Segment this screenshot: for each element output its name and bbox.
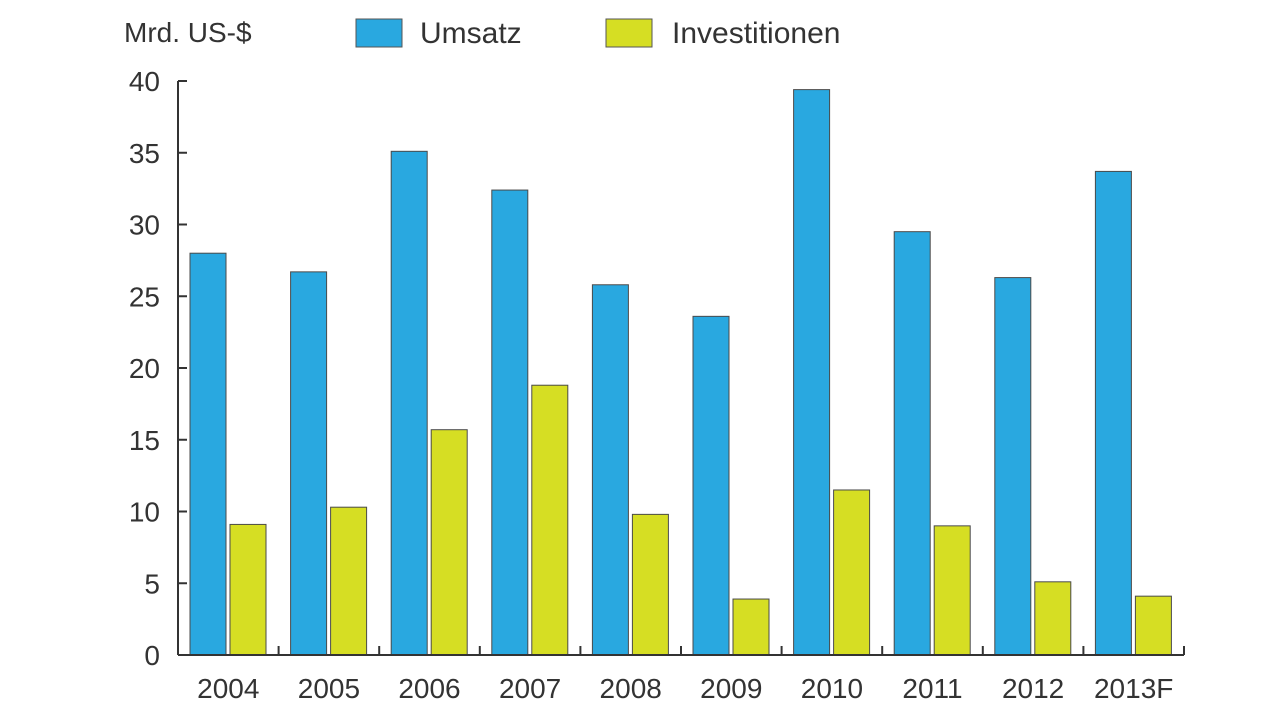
x-tick-label: 2009 (700, 673, 762, 704)
x-tick-label: 2005 (298, 673, 360, 704)
x-tick-label: 2013F (1094, 673, 1173, 704)
legend-label-umsatz: Umsatz (420, 17, 522, 50)
y-tick-label: 0 (144, 640, 160, 671)
y-tick-label: 5 (144, 568, 160, 599)
bar-investitionen-2007 (531, 384, 569, 656)
y-tick-label: 25 (129, 281, 160, 312)
y-tick-label: 30 (129, 210, 160, 241)
x-tick-label: 2007 (499, 673, 561, 704)
bars-group (189, 89, 1172, 656)
bar-umsatz-2012 (994, 277, 1032, 656)
y-tick-label: 35 (129, 138, 160, 169)
y-tick-label: 10 (129, 497, 160, 528)
x-tick-label: 2008 (600, 673, 662, 704)
bar-umsatz-2008 (591, 284, 629, 656)
bar-investitionen-2008 (631, 513, 669, 656)
bar-umsatz-2009 (692, 315, 730, 656)
x-tick-label: 2012 (1002, 673, 1064, 704)
bar-investitionen-2009 (732, 598, 770, 656)
bar-investitionen-2005 (330, 506, 368, 656)
bar-umsatz-2010 (793, 89, 831, 656)
axes: 0 5 10 15 20 25 30 35 40 2004 2005 2006 2007 2008 2009… (129, 66, 1185, 704)
bar-umsatz-2004 (189, 252, 227, 656)
bar-investitionen-2004 (229, 523, 267, 656)
y-tick-label: 20 (129, 353, 160, 384)
bar-investitionen-2013f (1134, 595, 1172, 656)
legend: Mrd. US-$ Umsatz Investitionen (124, 17, 840, 50)
bar-umsatz-2011 (893, 231, 931, 656)
bar-investitionen-2010 (833, 489, 871, 656)
y-tick-label: 40 (129, 66, 160, 97)
x-tick-label: 2004 (197, 673, 259, 704)
bar-umsatz-2007 (491, 189, 529, 656)
legend-label-investitionen: Investitionen (672, 17, 840, 50)
bar-investitionen-2006 (430, 429, 468, 656)
bar-umsatz-2006 (390, 150, 428, 656)
legend-swatch-investitionen (605, 18, 653, 48)
legend-swatch-umsatz (355, 18, 403, 48)
x-tick-label: 2010 (801, 673, 863, 704)
bar-investitionen-2012 (1034, 581, 1072, 656)
y-axis-label: Mrd. US-$ (124, 17, 252, 48)
bar-umsatz-2005 (290, 271, 328, 656)
bar-investitionen-2011 (933, 525, 971, 656)
x-tick-label: 2011 (902, 673, 962, 704)
x-tick-label: 2006 (398, 673, 460, 704)
bar-umsatz-2013f (1094, 170, 1132, 656)
y-tick-label: 15 (129, 425, 160, 456)
